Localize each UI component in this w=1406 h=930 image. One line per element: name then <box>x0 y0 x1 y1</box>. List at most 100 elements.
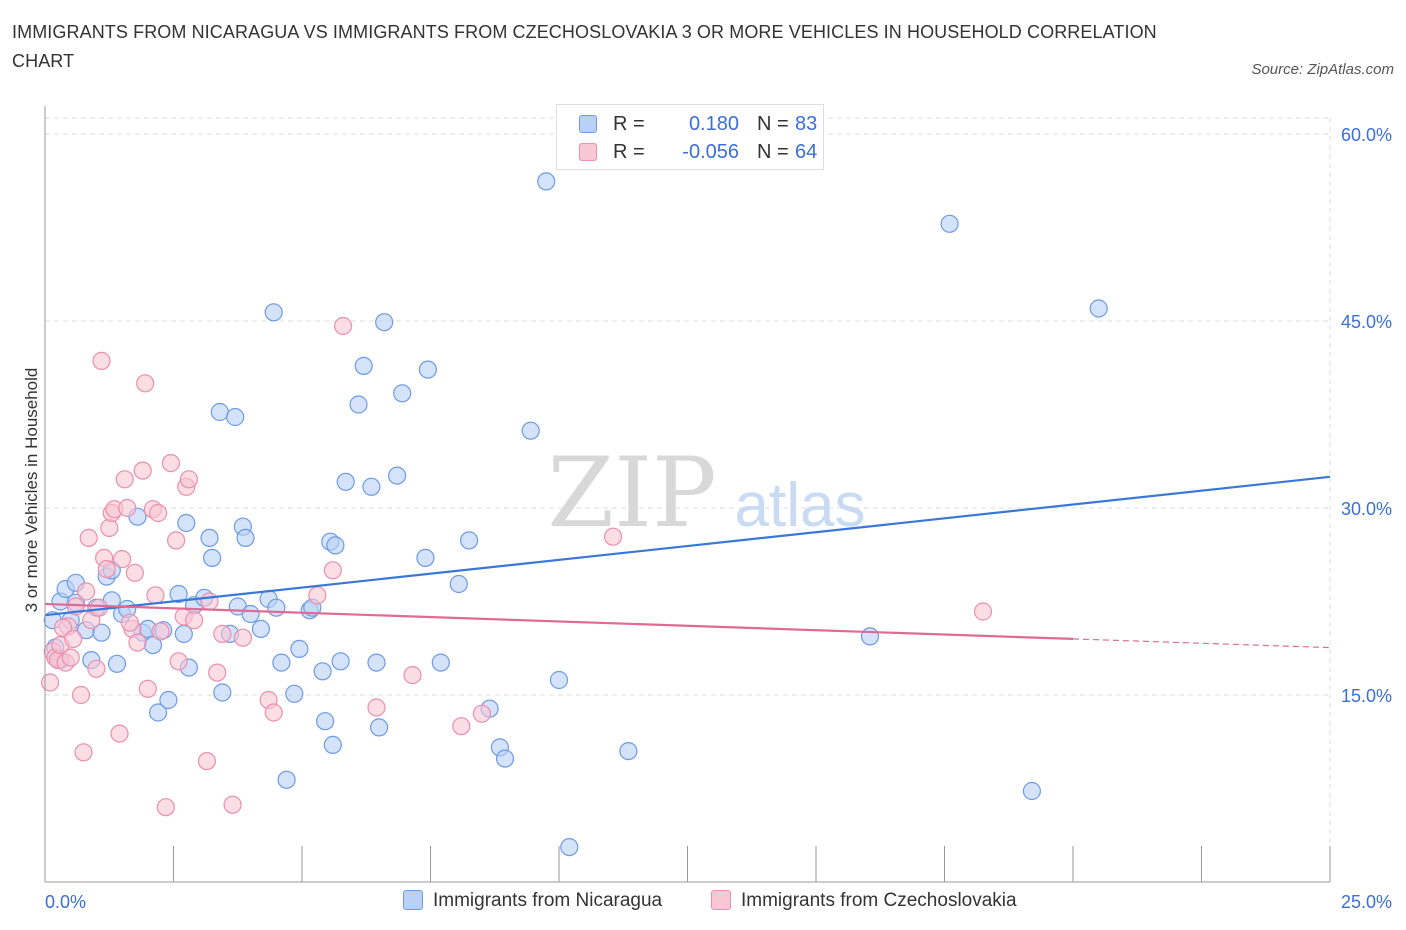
point-nicaragua <box>331 652 350 671</box>
n-label: N = <box>757 113 789 135</box>
point-czechoslovakia <box>64 629 83 649</box>
point-czechoslovakia <box>136 374 155 393</box>
n-label: N = <box>757 141 789 163</box>
point-nicaragua <box>226 407 245 427</box>
point-czechoslovakia <box>71 685 91 705</box>
y-tick-label: 60.0% <box>1341 125 1392 145</box>
point-nicaragua <box>431 653 450 672</box>
r-value: 0.180 <box>688 113 739 135</box>
point-czechoslovakia <box>169 652 188 671</box>
point-czechoslovakia <box>167 531 186 550</box>
trend-lines <box>44 475 1331 649</box>
point-czechoslovakia <box>233 628 252 647</box>
trend-line-czechoslovakia <box>44 602 1074 640</box>
point-nicaragua <box>169 584 188 604</box>
point-nicaragua <box>375 313 394 332</box>
point-nicaragua <box>336 472 355 491</box>
point-nicaragua <box>267 598 286 617</box>
legend-swatch-czechoslovakia <box>579 143 597 161</box>
point-nicaragua <box>1089 299 1108 318</box>
point-nicaragua <box>272 653 291 672</box>
point-czechoslovakia <box>973 602 993 621</box>
point-czechoslovakia <box>97 559 116 579</box>
point-czechoslovakia <box>452 717 471 736</box>
stats-legend: R = 0.180 N = 83 R = -0.056 N = 64 <box>556 104 824 170</box>
watermark-zip: ZIP <box>547 437 716 549</box>
chart-title: IMMIGRANTS FROM NICARAGUA VS IMMIGRANTS … <box>12 22 1157 71</box>
point-nicaragua <box>940 214 959 233</box>
point-czechoslovakia <box>100 518 119 538</box>
point-czechoslovakia <box>472 704 491 723</box>
point-czechoslovakia <box>156 798 175 817</box>
point-czechoslovakia <box>118 498 137 518</box>
point-nicaragua <box>203 548 222 568</box>
point-czechoslovakia <box>308 586 327 605</box>
point-czechoslovakia <box>53 618 73 637</box>
y-tick-label: 30.0% <box>1341 499 1392 519</box>
y-tick-label: 15.0% <box>1341 686 1392 706</box>
point-nicaragua <box>213 683 232 702</box>
point-nicaragua <box>537 172 556 191</box>
r-label: R = <box>613 113 645 135</box>
point-nicaragua <box>521 421 540 440</box>
point-czechoslovakia <box>334 316 353 336</box>
point-nicaragua <box>367 653 386 672</box>
point-nicaragua <box>354 356 373 375</box>
point-nicaragua <box>393 384 412 403</box>
n-value: 64 <box>795 141 818 163</box>
point-czechoslovakia <box>74 743 93 762</box>
y-axis-label: 3 or more Vehicles in Household <box>22 367 41 613</box>
point-czechoslovakia <box>223 795 242 814</box>
point-czechoslovakia <box>128 633 147 652</box>
point-czechoslovakia <box>149 503 168 523</box>
point-nicaragua <box>362 477 381 496</box>
axes: 15.0% 30.0% 45.0% 60.0% 0.0% 25.0% <box>44 106 1392 912</box>
x-tick-label-max: 25.0% <box>1341 892 1392 912</box>
point-czechoslovakia <box>110 724 129 743</box>
point-nicaragua <box>449 574 468 594</box>
legend-label-nicaragua: Immigrants from Nicaragua <box>433 890 663 911</box>
point-nicaragua <box>370 718 389 737</box>
point-czechoslovakia <box>367 698 386 717</box>
point-czechoslovakia <box>179 470 198 489</box>
point-nicaragua <box>277 770 296 789</box>
point-czechoslovakia <box>161 454 180 473</box>
r-label: R = <box>613 141 645 163</box>
point-nicaragua <box>236 528 255 548</box>
legend-item-nicaragua[interactable]: Immigrants from Nicaragua <box>403 890 662 912</box>
legend-swatch-nicaragua <box>579 115 597 133</box>
point-czechoslovakia <box>151 622 170 641</box>
point-nicaragua <box>619 741 638 761</box>
legend-item-czechoslovakia[interactable]: Immigrants from Czechoslovakia <box>711 890 1017 912</box>
point-nicaragua <box>251 619 270 639</box>
point-nicaragua <box>323 735 342 755</box>
point-nicaragua <box>149 703 168 722</box>
point-czechoslovakia <box>208 663 227 682</box>
point-nicaragua <box>264 303 283 322</box>
point-nicaragua <box>388 466 407 485</box>
point-czechoslovakia <box>61 648 80 667</box>
n-value: 83 <box>795 113 818 135</box>
point-czechoslovakia <box>133 461 152 480</box>
legend-swatch-czechoslovakia <box>711 890 731 910</box>
trend-line-extension-czechoslovakia <box>1072 638 1331 649</box>
point-nicaragua <box>316 712 335 731</box>
point-czechoslovakia <box>115 470 134 489</box>
point-nicaragua <box>200 528 219 548</box>
point-czechoslovakia <box>323 561 342 580</box>
point-czechoslovakia <box>40 673 60 692</box>
point-nicaragua <box>549 670 569 690</box>
point-nicaragua <box>290 639 309 659</box>
point-nicaragua <box>285 684 304 703</box>
point-nicaragua <box>495 749 515 768</box>
point-nicaragua <box>313 662 332 681</box>
point-nicaragua <box>241 604 260 624</box>
trend-line-nicaragua <box>44 475 1331 617</box>
point-czechoslovakia <box>200 592 219 611</box>
point-nicaragua <box>326 536 345 555</box>
point-czechoslovakia <box>213 624 232 644</box>
point-czechoslovakia <box>76 582 96 601</box>
x-tick-label-min: 0.0% <box>45 892 86 912</box>
legend-label-czechoslovakia: Immigrants from Czechoslovakia <box>741 890 1017 911</box>
